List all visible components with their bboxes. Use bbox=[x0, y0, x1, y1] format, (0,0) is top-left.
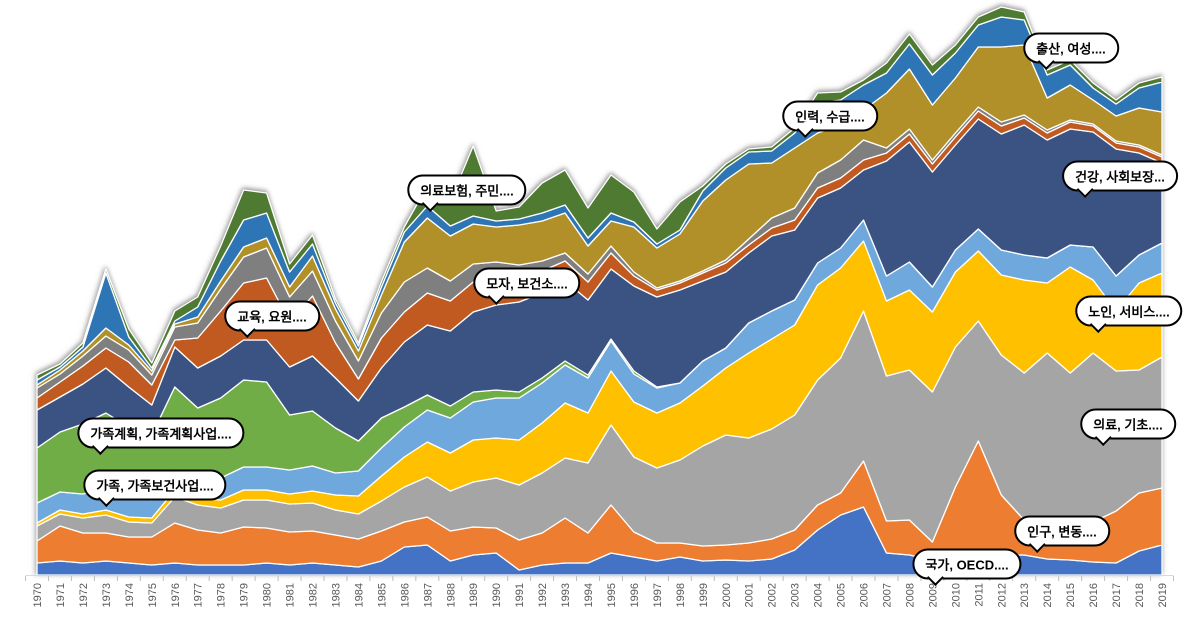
x-axis-label-1979: 1979 bbox=[239, 583, 251, 607]
x-axis-label-2003: 2003 bbox=[790, 583, 802, 607]
series-callout-5[interactable]: 가족계획, 가족계획사업.... bbox=[77, 417, 245, 455]
series-callout-label: 교육, 요원.... bbox=[237, 309, 307, 325]
series-callout-0[interactable]: 국가, OECD.... bbox=[912, 548, 1022, 586]
x-axis-label-1984: 1984 bbox=[353, 583, 365, 607]
x-axis-label-1999: 1999 bbox=[698, 583, 710, 607]
x-axis-label-2011: 2011 bbox=[973, 583, 985, 607]
area-series-group bbox=[36, 6, 1163, 576]
x-axis-label-2008: 2008 bbox=[904, 583, 916, 607]
x-axis-label-2004: 2004 bbox=[813, 583, 825, 607]
x-axis-label-2012: 2012 bbox=[996, 583, 1008, 607]
x-axis-label-2010: 2010 bbox=[950, 583, 962, 607]
series-callout-label: 건강, 사회보장... bbox=[1075, 169, 1165, 185]
x-axis-label-2014: 2014 bbox=[1042, 583, 1054, 607]
x-axis-label-1994: 1994 bbox=[583, 583, 595, 607]
x-axis-label-2005: 2005 bbox=[836, 583, 848, 607]
series-callout-label: 인력, 수급.... bbox=[795, 109, 865, 125]
series-callout-label: 노인, 서비스.... bbox=[1088, 304, 1170, 320]
x-axis-label-1991: 1991 bbox=[514, 583, 526, 607]
x-axis-label-1973: 1973 bbox=[101, 583, 113, 607]
x-axis-label-2009: 2009 bbox=[927, 583, 939, 607]
x-axis-label-2001: 2001 bbox=[744, 583, 756, 607]
series-callout-label: 모자, 보건소.... bbox=[486, 276, 568, 292]
series-callout-label: 가족, 가족보건사업.... bbox=[96, 478, 214, 494]
series-callout-label: 출산, 여성.... bbox=[1036, 41, 1106, 57]
x-axis-label-2007: 2007 bbox=[881, 583, 893, 607]
series-callout-3[interactable]: 노인, 서비스.... bbox=[1075, 295, 1183, 333]
series-callout-2[interactable]: 의료, 기초.... bbox=[1080, 408, 1176, 446]
x-axis-label-1993: 1993 bbox=[560, 583, 572, 607]
x-axis-labels: 1970 1971 1972 1973 1974 1975 1976 1977 1978 1979… bbox=[32, 583, 1169, 607]
series-callout-11[interactable]: 출산, 여성.... bbox=[1023, 32, 1119, 70]
x-axis-label-2019: 2019 bbox=[1157, 583, 1169, 607]
x-axis-label-1983: 1983 bbox=[330, 583, 342, 607]
x-axis-label-1976: 1976 bbox=[170, 583, 182, 607]
x-axis-label-1989: 1989 bbox=[468, 583, 480, 607]
x-axis-label-1970: 1970 bbox=[32, 583, 44, 607]
x-axis-label-2016: 2016 bbox=[1088, 583, 1100, 607]
x-axis-label-1972: 1972 bbox=[78, 583, 90, 607]
series-callout-6[interactable]: 건강, 사회보장... bbox=[1062, 160, 1178, 198]
x-axis-label-2018: 2018 bbox=[1134, 583, 1146, 607]
series-callout-label: 의료, 기초.... bbox=[1093, 417, 1163, 433]
x-axis-label-1987: 1987 bbox=[422, 583, 434, 607]
x-axis-label-1997: 1997 bbox=[652, 583, 664, 607]
series-callout-label: 인구, 변동.... bbox=[1027, 524, 1097, 540]
x-axis-label-1980: 1980 bbox=[262, 583, 274, 607]
series-callout-9[interactable]: 의료보험, 주민.... bbox=[407, 174, 527, 212]
x-axis-label-1990: 1990 bbox=[491, 583, 503, 607]
x-axis-label-1986: 1986 bbox=[399, 583, 411, 607]
x-axis-label-1981: 1981 bbox=[285, 583, 297, 607]
x-axis-label-1996: 1996 bbox=[629, 583, 641, 607]
series-callout-label: 의료보험, 주민.... bbox=[420, 183, 514, 199]
series-callout-label: 가족계획, 가족계획사업.... bbox=[90, 426, 232, 442]
x-axis-label-1977: 1977 bbox=[193, 583, 205, 607]
x-axis-label-1988: 1988 bbox=[445, 583, 457, 607]
x-axis-label-1978: 1978 bbox=[216, 583, 228, 607]
x-axis-label-2006: 2006 bbox=[859, 583, 871, 607]
x-axis-label-1975: 1975 bbox=[147, 583, 159, 607]
x-axis-label-1992: 1992 bbox=[537, 583, 549, 607]
x-axis-label-1974: 1974 bbox=[124, 583, 136, 607]
x-axis-label-1985: 1985 bbox=[376, 583, 388, 607]
x-axis-label-1998: 1998 bbox=[675, 583, 687, 607]
series-callout-10[interactable]: 인력, 수급.... bbox=[782, 100, 878, 138]
x-axis-label-1982: 1982 bbox=[308, 583, 320, 607]
x-axis-label-1971: 1971 bbox=[55, 583, 67, 607]
x-axis-label-2015: 2015 bbox=[1065, 583, 1077, 607]
series-callout-4[interactable]: 가족, 가족보건사업.... bbox=[83, 469, 227, 507]
x-axis-label-2017: 2017 bbox=[1111, 583, 1123, 607]
x-axis-label-2002: 2002 bbox=[767, 583, 779, 607]
series-callout-label: 국가, OECD.... bbox=[925, 557, 1009, 573]
series-callout-1[interactable]: 인구, 변동.... bbox=[1014, 515, 1110, 553]
series-callout-8[interactable]: 모자, 보건소.... bbox=[473, 267, 581, 305]
x-axis-label-2000: 2000 bbox=[721, 583, 733, 607]
x-axis-label-2013: 2013 bbox=[1019, 583, 1031, 607]
x-axis-label-1995: 1995 bbox=[606, 583, 618, 607]
series-callout-7[interactable]: 교육, 요원.... bbox=[224, 300, 320, 338]
